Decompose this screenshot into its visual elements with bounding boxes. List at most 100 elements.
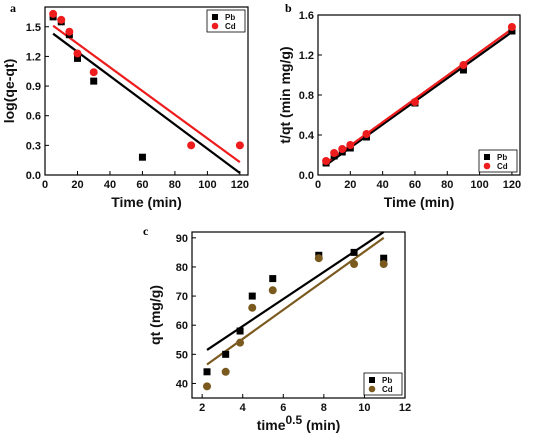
x-tick-label: 20	[71, 179, 83, 191]
y-axis-title: qt (mg/g)	[147, 285, 163, 345]
data-point-cd	[350, 260, 359, 269]
legend-label-pb: Pb	[382, 376, 392, 385]
data-point-pb	[222, 350, 230, 358]
x-axis-title-main: Time (min)	[384, 194, 455, 210]
x-tick-label: 10	[358, 402, 370, 414]
data-point-pb	[236, 327, 244, 335]
x-tick-label: 12	[399, 402, 411, 414]
data-point-pb	[459, 66, 467, 74]
x-axis-title: Time (min)	[111, 194, 182, 210]
panel-a: a 0 20 40 60 80 100 120 0.0 0.3 0.6 0.9 1.2 1.5 Time (…	[1, 1, 249, 210]
data-point-cd	[89, 68, 98, 77]
y-tick-label: 0.8	[299, 90, 314, 102]
data-point-pb	[380, 254, 388, 262]
legend-marker-pb	[212, 14, 218, 20]
legend-label-pb: Pb	[225, 13, 235, 22]
y-axis-title: log(qe-qt)	[1, 59, 17, 124]
y-tick-label: 0.6	[26, 111, 41, 123]
legend-marker-pb	[369, 377, 375, 383]
panel-letter: b	[285, 1, 292, 15]
data-point-pb	[269, 275, 277, 283]
x-tick-label: 60	[409, 179, 421, 191]
data-point-cd	[314, 254, 323, 263]
data-point-cd	[187, 141, 196, 150]
data-point-cd	[346, 141, 355, 149]
x-tick-label: 60	[136, 179, 148, 191]
x-axis-title-unit: (min)	[302, 417, 340, 433]
y-tick-label: 60	[176, 320, 188, 332]
x-axis-title-main: Time (min)	[111, 194, 182, 210]
panel-letter: a	[10, 1, 16, 15]
data-point-cd	[362, 130, 371, 138]
y-tick-label: 90	[176, 233, 188, 245]
x-tick-label: 40	[377, 179, 389, 191]
data-point-cd	[379, 260, 388, 269]
panel-c: c 2 4 6 8 10 12 40 50 60 70 80 90 time0.5 (min) qt (mg…	[143, 224, 411, 433]
panel-b: b 0 20 40 60 80 100 120 0.0 0.4 0.8 1.2 1.6 Time (min…	[277, 1, 521, 210]
x-axis-title: Time (min)	[384, 194, 455, 210]
y-tick-label: 40	[176, 378, 188, 390]
plot-frame	[191, 231, 406, 399]
legend-marker-cd	[211, 22, 219, 30]
y-tick-label: 1.5	[26, 22, 41, 34]
y-tick-label: 0.0	[299, 170, 314, 182]
legend-marker-cd	[368, 385, 376, 393]
legend-marker-pb	[484, 154, 490, 160]
x-tick-label: 20	[344, 179, 356, 191]
data-point-pb	[90, 77, 98, 85]
data-point-cd	[236, 338, 245, 347]
y-tick-label: 0.3	[26, 140, 41, 152]
y-tick-label: 80	[176, 262, 188, 274]
data-point-cd	[65, 27, 74, 36]
x-tick-label: 8	[321, 402, 327, 414]
plot-frame	[44, 6, 249, 176]
fit-line-cd	[206, 236, 385, 366]
x-axis-title-superscript: 0.5	[286, 413, 303, 427]
fit-line-cd	[325, 28, 513, 164]
data-point-cd	[221, 367, 230, 376]
data-point-cd	[338, 145, 347, 153]
x-tick-label: 40	[104, 179, 116, 191]
data-point-pb	[350, 248, 358, 256]
data-point-cd	[203, 382, 212, 391]
data-point-cd	[73, 49, 82, 58]
data-point-cd	[330, 149, 339, 157]
fit-line-pb	[52, 32, 241, 174]
y-tick-label: 50	[176, 349, 188, 361]
y-tick-label: 1.2	[299, 50, 314, 62]
data-point-pb	[138, 153, 146, 161]
x-tick-label: 100	[470, 179, 488, 191]
x-tick-label: 80	[441, 179, 453, 191]
data-point-cd	[507, 23, 516, 31]
data-point-cd	[459, 61, 468, 69]
y-tick-label: 1.6	[299, 10, 314, 22]
x-tick-label: 6	[280, 402, 286, 414]
y-tick-label: 0.9	[26, 81, 41, 93]
legend-marker-cd	[483, 162, 491, 170]
x-tick-label: 0	[315, 179, 321, 191]
x-tick-label: 0	[42, 179, 48, 191]
y-tick-label: 70	[176, 291, 188, 303]
y-tick-label: 0.0	[26, 170, 41, 182]
data-point-cd	[248, 303, 257, 312]
x-tick-label: 2	[199, 402, 205, 414]
data-point-pb	[203, 368, 211, 376]
legend-label-cd: Cd	[225, 22, 236, 31]
fit-line-pb	[325, 31, 513, 166]
data-point-cd	[410, 98, 419, 106]
x-axis-title-main: time	[257, 417, 286, 433]
data-point-pb	[248, 292, 256, 300]
y-tick-label: 0.4	[299, 130, 315, 142]
y-axis-title: t/qt (min mg/g)	[277, 46, 293, 143]
data-point-pb	[73, 54, 81, 62]
x-tick-label: 120	[503, 179, 521, 191]
x-tick-label: 80	[169, 179, 181, 191]
fit-line-cd	[52, 24, 241, 164]
data-point-cd	[57, 15, 66, 24]
data-point-cd	[49, 9, 58, 18]
panel-letter: c	[143, 224, 149, 238]
